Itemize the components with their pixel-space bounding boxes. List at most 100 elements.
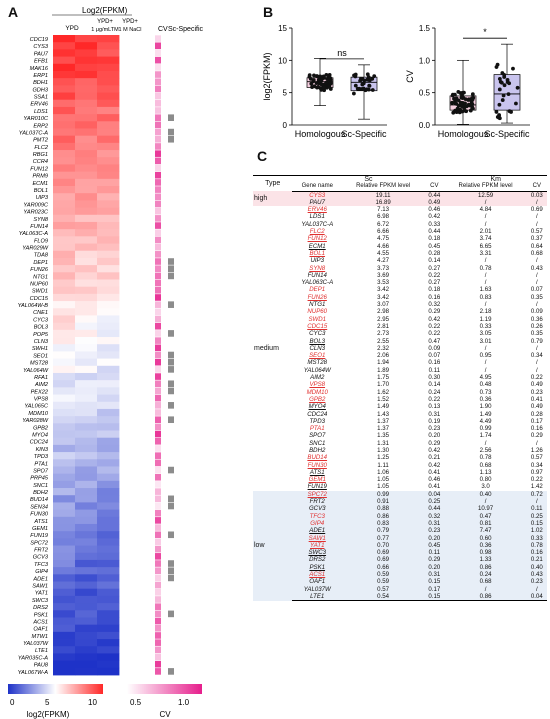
km-cv-cell: 0.34 xyxy=(530,352,543,360)
heatmap-cell xyxy=(75,624,98,633)
heatmap-cell xyxy=(53,473,76,482)
table-row: GCV3 0.88 0.44 10.97 0.11 xyxy=(253,505,547,513)
gene-name: LTE1 xyxy=(292,592,343,602)
cv-cell xyxy=(155,402,161,409)
data-point xyxy=(463,101,467,106)
sc-cv-cell: 0.14 xyxy=(428,257,441,265)
table-row: PAU7 16.89 0.49// xyxy=(253,198,547,207)
heatmap-cell xyxy=(75,552,98,561)
km-cv-cell: 0.29 xyxy=(530,432,543,440)
column-header: Relative FPKM level xyxy=(444,183,527,192)
heatmap-cell xyxy=(53,488,76,496)
cv-cell xyxy=(155,660,161,668)
heatmap-cell xyxy=(53,293,76,302)
gene-label: FUN12 xyxy=(30,166,49,172)
heatmap-cell xyxy=(53,214,76,223)
km-fpkm-cell: 0.24 xyxy=(444,571,527,579)
heatmap-cell xyxy=(53,646,76,654)
heatmap-cell xyxy=(53,581,76,590)
data-point xyxy=(497,116,502,121)
sc-cv-cell: 0.17 xyxy=(424,585,445,593)
cv-cell xyxy=(155,531,161,539)
heatmap-cell xyxy=(75,660,98,669)
gene-name: SNC1 xyxy=(309,439,326,447)
sc-cv-cell: 0.30 xyxy=(428,374,441,382)
gene-name: TPD3 xyxy=(309,417,326,425)
sc-specific-cell xyxy=(168,574,174,582)
heatmap-cell xyxy=(97,466,120,475)
cv-cell xyxy=(155,42,161,50)
sc-cv-cell: 0.21 xyxy=(428,454,441,462)
gene-label: SPO7 xyxy=(33,468,49,474)
sc-fpkm-cell: 0.59 xyxy=(342,571,425,579)
km-cv-cell: / xyxy=(535,271,538,279)
cv-cell xyxy=(155,207,161,215)
heatmap-cell xyxy=(75,344,98,352)
heatmap-cell xyxy=(53,416,76,424)
sc-specific-cell xyxy=(168,301,174,308)
km-cv-cell: 0.25 xyxy=(526,512,547,520)
sc-fpkm-cell: 1.52 xyxy=(377,395,390,403)
data-point xyxy=(453,108,458,113)
heatmap-cell xyxy=(53,624,76,633)
x-category-label: Sc-Specific xyxy=(484,129,530,139)
km-cv-cell: 0.17 xyxy=(530,417,543,425)
table-row: high CYS3 19.11 0.44 12.59 0.03 xyxy=(253,191,547,207)
sc-cv-cell: 0.11 xyxy=(424,549,445,557)
heatmap-cell xyxy=(53,351,76,359)
km-cv-cell: 0.64 xyxy=(530,242,543,250)
cv-cell xyxy=(155,481,161,488)
gene-label: SNC1 xyxy=(33,483,48,489)
heatmap-cell xyxy=(75,157,98,165)
cv-cell xyxy=(155,243,161,251)
data-point xyxy=(456,103,461,108)
heatmap-cell xyxy=(75,207,98,216)
data-point xyxy=(358,78,363,83)
heatmap-cell xyxy=(53,142,76,151)
heatmap-cell xyxy=(97,437,120,446)
table-row: VPS8 1.70 0.14 0.48 0.49 xyxy=(253,381,547,388)
data-point xyxy=(456,89,461,94)
km-cv-cell: 0.15 xyxy=(526,519,547,528)
data-point xyxy=(367,83,372,88)
heatmap-cell xyxy=(75,538,98,546)
data-point xyxy=(460,109,465,114)
heatmap-cell xyxy=(53,480,76,489)
sc-cv-cell: 0.24 xyxy=(428,388,441,396)
data-point xyxy=(515,85,520,90)
gene-label: NTG1 xyxy=(33,274,48,280)
sc-specific-cell xyxy=(168,330,174,337)
gene-name: CDC15 xyxy=(307,322,328,330)
data-point xyxy=(469,102,474,107)
table-row: CLN3 2.32 0.09 / / xyxy=(253,345,547,352)
cv-cell xyxy=(155,121,161,129)
sc-fpkm-cell: 1.49 xyxy=(377,403,390,411)
heatmap-cell xyxy=(53,178,76,187)
data-point xyxy=(321,85,326,90)
gene-name: AIM2 xyxy=(310,374,325,382)
heatmap-cell xyxy=(97,552,120,561)
km-cv-cell: 1.02 xyxy=(526,527,547,535)
gene-label: CDC24 xyxy=(30,440,48,446)
sc-fpkm-cell: 2.32 xyxy=(377,344,390,352)
log2-legend-tick: 5 xyxy=(45,698,50,707)
heatmap-cell xyxy=(97,452,120,460)
sc-cv-cell: 0.18 xyxy=(428,235,441,243)
heatmap-cell xyxy=(75,639,98,647)
cv-cell xyxy=(155,128,161,136)
table-row: SEO1 2.06 0.07 0.95 0.34 xyxy=(253,352,547,359)
sc-cv-cell: 0.25 xyxy=(424,498,445,506)
sc-fpkm-cell: 6.98 xyxy=(377,213,390,221)
cv-cell xyxy=(155,157,161,165)
sc-cv-cell: 0.11 xyxy=(428,366,441,374)
gene-name: ADE1 xyxy=(292,527,343,535)
heatmap-cell xyxy=(97,200,120,208)
heatmap-cell xyxy=(97,523,120,532)
heatmap-cell xyxy=(53,545,76,554)
heatmap-cell xyxy=(53,207,76,216)
data-point xyxy=(324,72,329,77)
heatmap-cell xyxy=(97,114,120,122)
km-fpkm-cell: / xyxy=(484,271,487,279)
group-label: high xyxy=(253,191,293,207)
sc-fpkm-cell: 0.69 xyxy=(342,556,425,564)
